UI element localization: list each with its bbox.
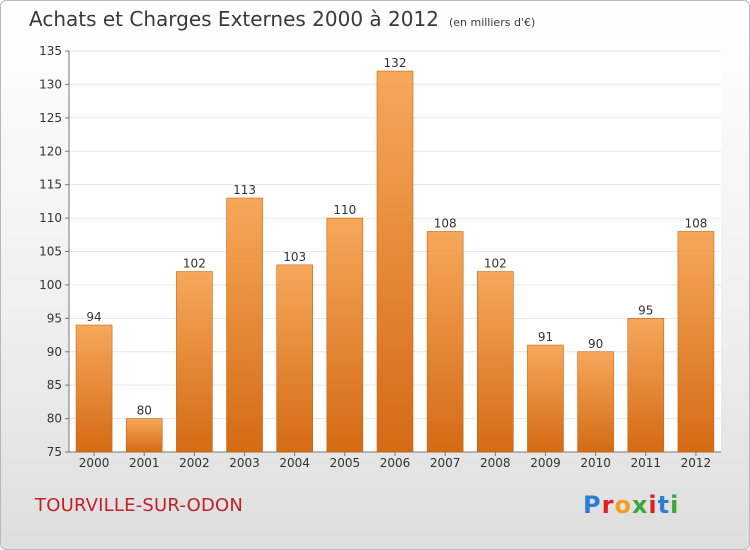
logo-letter: x — [631, 491, 649, 519]
bar-value-label: 132 — [384, 56, 407, 70]
x-tick-label: 2009 — [530, 456, 561, 470]
chart-title: Achats et Charges Externes 2000 à 2012 (e… — [29, 7, 535, 31]
bar-value-label: 90 — [588, 337, 603, 351]
bar — [527, 344, 564, 453]
logo-letter: i — [648, 491, 658, 519]
bar-value-label: 108 — [434, 216, 457, 230]
x-tick-label: 2001 — [129, 456, 160, 470]
bar-value-label: 80 — [137, 404, 152, 418]
y-tick-label: 105 — [39, 245, 62, 259]
proxiti-logo: Proxiti — [583, 491, 679, 519]
chart-title-text: Achats et Charges Externes 2000 à 2012 — [29, 7, 439, 31]
x-tick-label: 2008 — [480, 456, 511, 470]
logo-letter: i — [670, 491, 680, 519]
y-tick-label: 125 — [39, 111, 62, 125]
y-tick-label: 110 — [39, 211, 62, 225]
bar-value-label: 103 — [283, 250, 306, 264]
bar — [125, 418, 163, 453]
bar-value-label: 108 — [684, 216, 707, 230]
y-tick-label: 100 — [39, 278, 62, 292]
bar — [376, 70, 414, 453]
y-tick-label: 95 — [47, 311, 62, 325]
bar — [627, 318, 665, 453]
x-tick-label: 2006 — [380, 456, 411, 470]
bar — [677, 231, 715, 453]
bar — [477, 271, 514, 453]
bar — [577, 351, 614, 453]
bar — [75, 324, 113, 453]
bar — [176, 271, 213, 453]
x-tick-label: 2007 — [430, 456, 461, 470]
bar-value-label: 113 — [233, 183, 256, 197]
logo-letter: r — [601, 491, 615, 519]
y-tick-label: 120 — [39, 144, 62, 158]
x-tick-label: 2005 — [330, 456, 361, 470]
y-tick-label: 85 — [47, 378, 62, 392]
chart-unit: (en milliers d'€) — [448, 16, 536, 29]
bar — [226, 197, 263, 453]
bar-value-label: 102 — [183, 257, 206, 271]
x-tick-label: 2011 — [630, 456, 661, 470]
x-tick-label: 2010 — [580, 456, 611, 470]
logo-letter: t — [657, 491, 671, 519]
bar-value-label: 110 — [333, 203, 356, 217]
x-tick-label: 2004 — [279, 456, 310, 470]
y-tick-label: 135 — [39, 44, 62, 58]
bar — [326, 217, 364, 453]
logo-letter: o — [614, 491, 632, 519]
bar-value-label: 91 — [538, 330, 553, 344]
bar-value-label: 94 — [86, 310, 101, 324]
x-tick-label: 2012 — [681, 456, 712, 470]
bar — [426, 231, 464, 453]
logo-letter: P — [583, 491, 602, 519]
y-tick-label: 115 — [39, 178, 62, 192]
bar — [276, 264, 313, 453]
y-tick-label: 130 — [39, 77, 62, 91]
bar-value-label: 102 — [484, 257, 507, 271]
y-tick-label: 80 — [47, 412, 62, 426]
x-tick-label: 2000 — [79, 456, 110, 470]
y-tick-label: 75 — [47, 445, 62, 459]
x-tick-label: 2002 — [179, 456, 210, 470]
bar-value-label: 95 — [638, 303, 653, 317]
x-tick-label: 2003 — [229, 456, 260, 470]
commune-name: TOURVILLE-SUR-ODON — [35, 495, 244, 516]
y-tick-label: 90 — [47, 345, 62, 359]
